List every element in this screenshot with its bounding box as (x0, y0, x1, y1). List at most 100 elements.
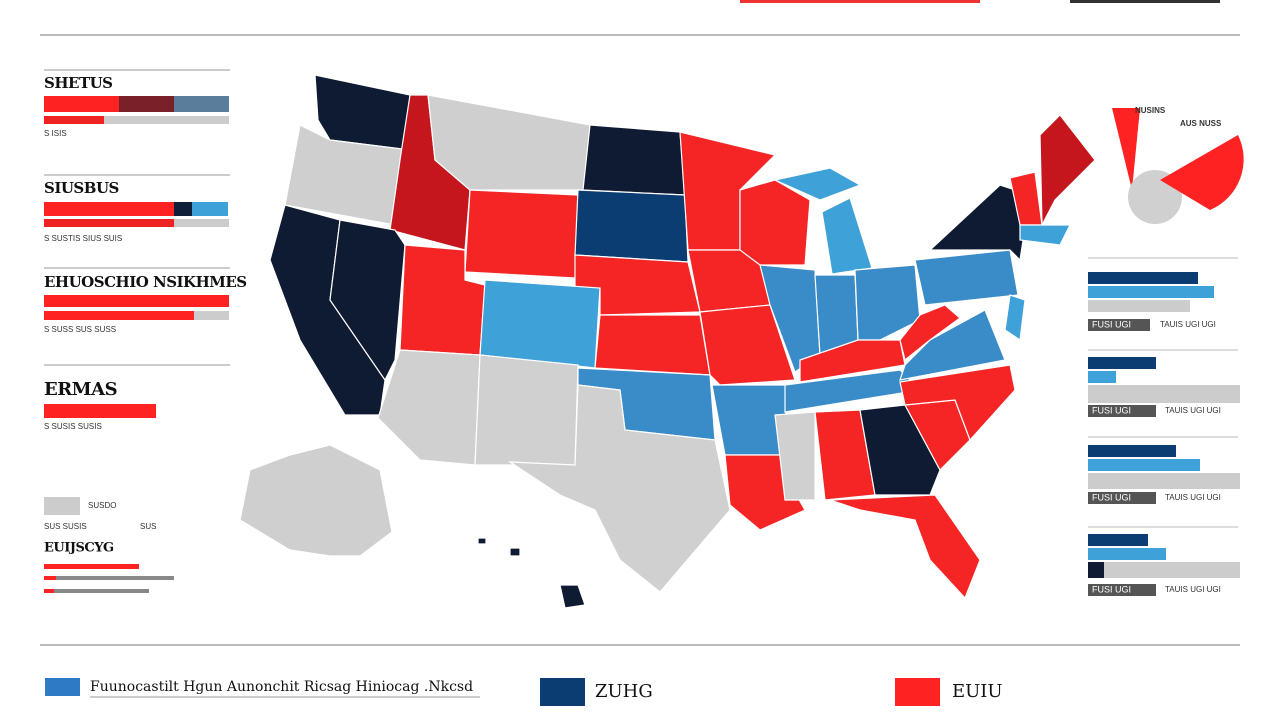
state (854, 264, 921, 341)
state (1019, 224, 1071, 246)
row-label: TAUIS UGI UGI (1165, 406, 1221, 415)
footer-legend: Fuunocastilt Hgun Aunonchit Ricsag Hinio… (45, 678, 1003, 706)
state (479, 279, 601, 369)
row-label: FUSI UGI (1092, 492, 1131, 502)
pie-label: AUS NUSS (1180, 119, 1222, 128)
bar (44, 295, 229, 307)
bar (44, 589, 54, 593)
row-label: FUSI UGI (1092, 584, 1131, 594)
row-label: FUSI UGI (1092, 405, 1131, 415)
bar (1088, 562, 1104, 578)
state (774, 411, 816, 501)
bar (1088, 300, 1190, 312)
bar (44, 576, 174, 580)
legend-note: SUS (140, 522, 156, 531)
state (582, 124, 686, 196)
bar (192, 202, 228, 216)
label-box (1088, 405, 1156, 417)
bar (1088, 385, 1240, 403)
bar (1088, 562, 1240, 578)
bar (44, 576, 56, 580)
row-label: FUSI UGI (1092, 319, 1131, 329)
top-accent (1070, 0, 1220, 3)
sub-title: EUIJSCYG (44, 541, 114, 556)
bar (44, 202, 174, 216)
state (899, 309, 1006, 381)
bar (44, 96, 119, 112)
bar (1088, 445, 1176, 457)
top-accent (740, 0, 980, 3)
state (899, 364, 1016, 442)
label-box (1088, 584, 1156, 596)
pie-label: NUSINS (1135, 106, 1166, 115)
bar (119, 96, 174, 112)
state (427, 94, 591, 191)
state (507, 384, 731, 593)
state (329, 219, 406, 382)
bar (44, 311, 194, 320)
state (829, 494, 981, 600)
legend-swatch (895, 678, 940, 706)
section-title: EHUOSCHIO NSIKHMES (44, 273, 247, 291)
legend-swatch (45, 678, 80, 696)
state (899, 304, 961, 362)
bar (1088, 286, 1214, 298)
row-label: TAUIS UGI UGI (1165, 493, 1221, 502)
state (1004, 294, 1026, 342)
state (509, 547, 521, 557)
section-title: SIUSBUS (44, 179, 119, 197)
row-label: TAUIS UGI UGI (1160, 320, 1216, 329)
bar (1088, 534, 1148, 546)
bar (174, 202, 192, 216)
note: S SUSS SUS SUSS (44, 325, 116, 334)
legend-label: EUIU (952, 681, 1003, 702)
note: S SUSTIS SIUS SUIS (44, 234, 122, 243)
right-panel: NUSINS AUS NUSS FUSI UGI TAUIS UGI UGI F… (1088, 106, 1244, 596)
state (821, 197, 873, 275)
us-map (239, 74, 1096, 609)
state (377, 349, 481, 466)
bar (1088, 459, 1200, 471)
legend-label: Fuunocastilt Hgun Aunonchit Ricsag Hinio… (90, 679, 473, 695)
bar (44, 116, 229, 124)
state (474, 354, 579, 466)
state (239, 444, 393, 557)
state (464, 189, 579, 279)
bar (1088, 473, 1240, 489)
state (1039, 114, 1096, 226)
bar (1088, 371, 1116, 383)
pie-wedge (1160, 135, 1244, 210)
state (914, 249, 1019, 306)
legend-note: SUS SUSIS (44, 522, 87, 531)
label-box (1088, 492, 1156, 504)
row-label: TAUIS UGI UGI (1165, 585, 1221, 594)
state (559, 584, 586, 609)
state (739, 179, 811, 266)
legend-swatch (540, 678, 585, 706)
bar (44, 564, 139, 569)
bar (44, 589, 149, 593)
state (773, 167, 862, 201)
note: S ISIS (44, 129, 67, 138)
state (574, 189, 689, 263)
state (859, 404, 941, 496)
state (594, 314, 711, 376)
legend-label: ZUHG (595, 681, 653, 702)
note: S SUSIS SUSIS (44, 422, 102, 431)
pie-wedge (1112, 108, 1140, 190)
state (477, 537, 487, 545)
section-title: SHETUS (44, 74, 113, 92)
left-panel: SHETUS S ISIS SIUSBUS S SUSTIS SIUS SUIS… (44, 69, 247, 593)
state (314, 74, 411, 151)
bar (174, 96, 229, 112)
bar (1088, 548, 1166, 560)
bar (1088, 357, 1156, 369)
section-title: ERMAS (44, 379, 117, 400)
bar (44, 116, 104, 124)
state (799, 339, 906, 383)
bar (44, 219, 174, 227)
legend-label: SUSDO (88, 501, 116, 510)
label-box (1088, 319, 1150, 331)
bar (1088, 272, 1198, 284)
